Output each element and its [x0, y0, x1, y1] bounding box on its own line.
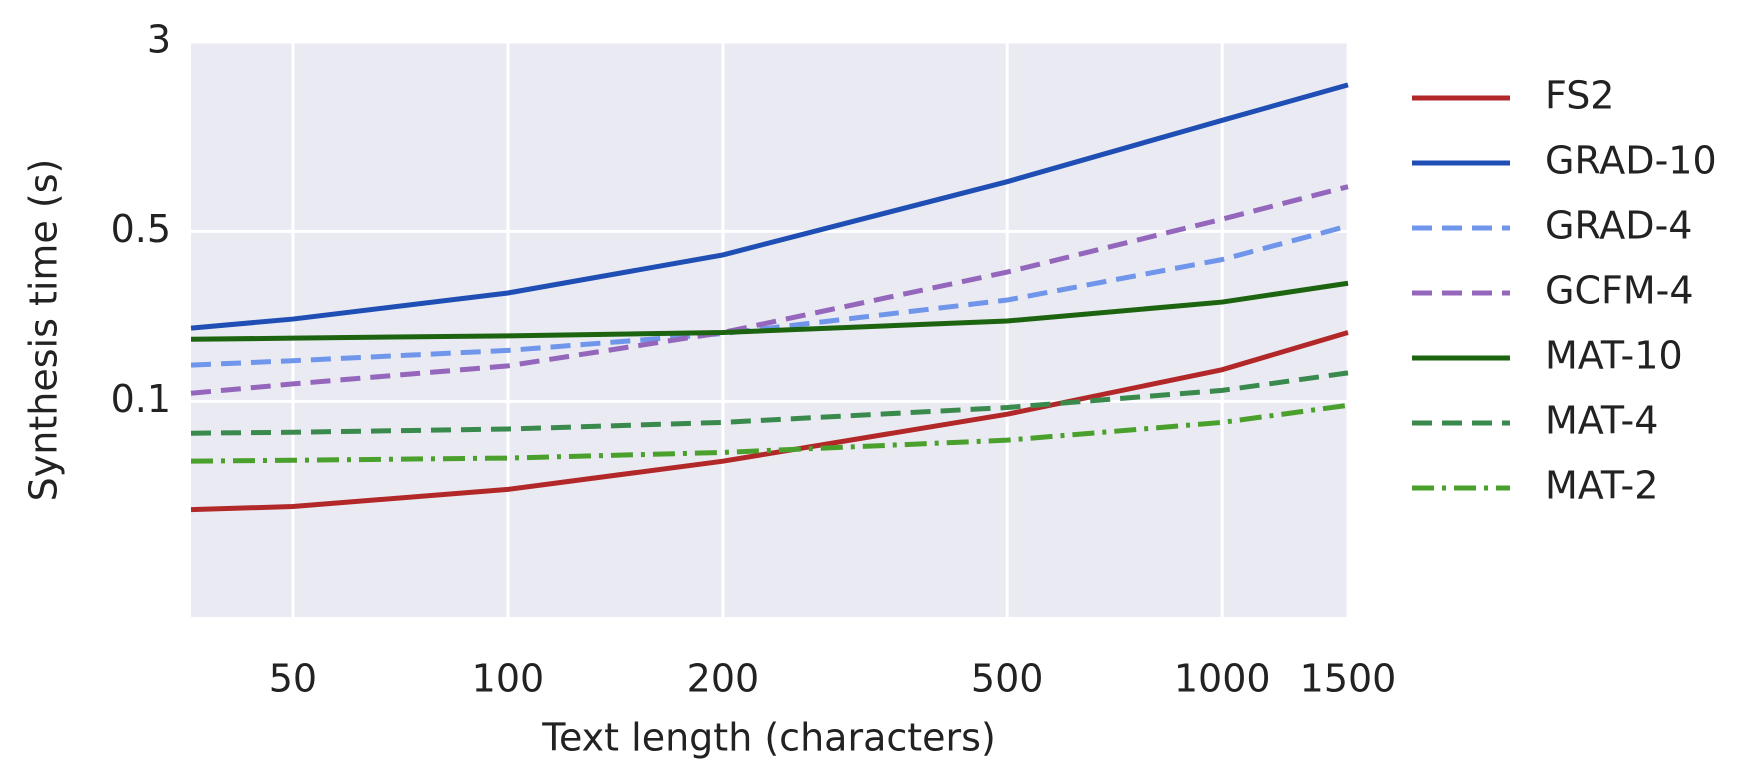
- y-tick-label: 0.1: [111, 377, 171, 421]
- y-tick-label: 0.5: [111, 207, 171, 251]
- legend-label: GCFM-4: [1545, 269, 1694, 313]
- legend-label: MAT-4: [1545, 399, 1658, 443]
- x-tick-label: 1000: [1174, 657, 1271, 701]
- x-tick-label: 200: [687, 657, 760, 701]
- line: [190, 402, 1349, 464]
- line: [190, 223, 1349, 368]
- line: [190, 280, 1349, 342]
- line: [190, 82, 1349, 331]
- x-axis-label: Text length (characters): [541, 716, 996, 760]
- line: [190, 330, 1349, 513]
- legend-label: GRAD-4: [1545, 204, 1692, 248]
- x-tick-label: 100: [472, 657, 545, 701]
- x-tick-label: 1500: [1300, 657, 1397, 701]
- line: [190, 184, 1349, 396]
- legend-label: FS2: [1545, 74, 1615, 118]
- legend-label: MAT-10: [1545, 334, 1683, 378]
- legend-label: MAT-2: [1545, 464, 1658, 508]
- x-tick-label: 50: [269, 657, 317, 701]
- legend-label: GRAD-10: [1545, 139, 1717, 183]
- y-tick-label: 3: [147, 18, 171, 62]
- y-axis-label: Synthesis time (s): [22, 159, 66, 502]
- x-tick-label: 500: [971, 657, 1044, 701]
- line: [190, 370, 1349, 436]
